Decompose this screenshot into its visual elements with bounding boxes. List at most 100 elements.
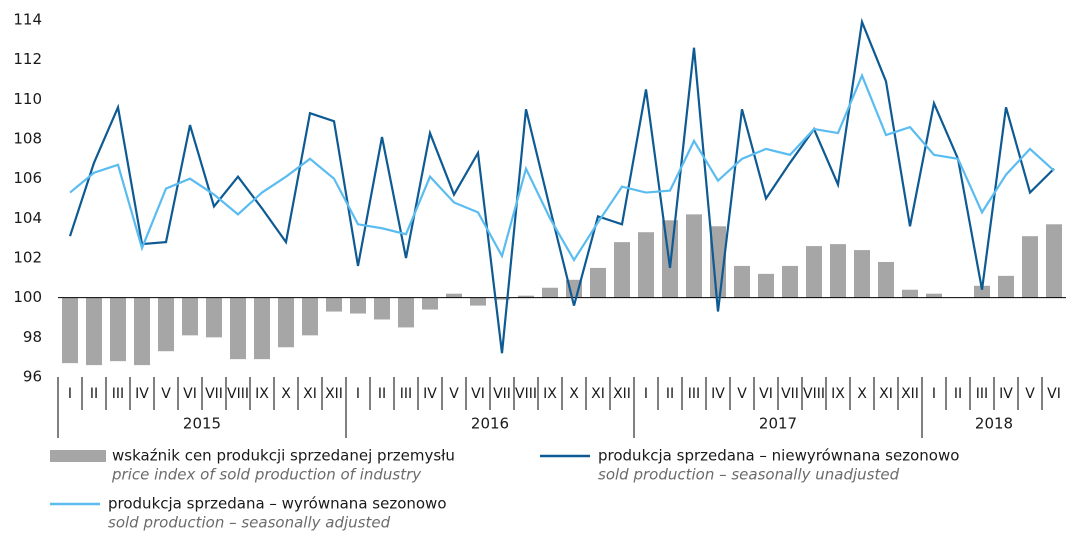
x-tick-label: IX bbox=[543, 386, 557, 402]
bar bbox=[422, 297, 438, 310]
bar bbox=[686, 214, 702, 298]
x-tick-label: VI bbox=[471, 386, 485, 402]
x-tick-label: III bbox=[400, 386, 412, 402]
y-tick-label: 104 bbox=[13, 209, 42, 227]
legend-label-en: sold production – seasonally adjusted bbox=[108, 514, 391, 532]
bar bbox=[518, 295, 534, 298]
x-tick-label: I bbox=[68, 386, 72, 402]
x-tick-label: VI bbox=[759, 386, 773, 402]
x-tick-label: V bbox=[449, 386, 459, 402]
y-tick-label: 108 bbox=[13, 130, 42, 148]
bar bbox=[638, 232, 654, 298]
year-label: 2015 bbox=[183, 415, 221, 433]
x-tick-label: III bbox=[112, 386, 124, 402]
bar bbox=[494, 297, 510, 300]
x-tick-label: VIII bbox=[515, 386, 537, 402]
y-tick-label: 112 bbox=[13, 50, 42, 68]
bar bbox=[230, 297, 246, 360]
x-tick-label: II bbox=[954, 386, 962, 402]
x-tick-label: III bbox=[688, 386, 700, 402]
bar bbox=[470, 297, 486, 306]
line-series bbox=[69, 72, 1055, 263]
bar bbox=[182, 297, 198, 336]
x-tick-label: X bbox=[857, 386, 867, 402]
x-tick-label: VII bbox=[205, 386, 223, 402]
bar bbox=[614, 242, 630, 298]
bar bbox=[854, 250, 870, 298]
bar bbox=[134, 297, 150, 366]
bar bbox=[302, 297, 318, 336]
y-tick-label: 114 bbox=[13, 11, 42, 29]
bar bbox=[758, 273, 774, 298]
x-tick-label: VI bbox=[1047, 386, 1061, 402]
legend-label: produkcja sprzedana – niewyrównana sezon… bbox=[598, 447, 959, 465]
x-tick-label: IV bbox=[135, 386, 149, 402]
x-tick-label: XII bbox=[613, 386, 631, 402]
legend-swatch bbox=[50, 450, 106, 462]
legend-label: produkcja sprzedana – wyrównana sezonowo bbox=[108, 495, 447, 513]
x-tick-label: I bbox=[356, 386, 360, 402]
y-tick-label: 106 bbox=[13, 169, 42, 187]
legend-label: wskaźnik cen produkcji sprzedanej przemy… bbox=[112, 447, 455, 465]
x-tick-label: XI bbox=[591, 386, 605, 402]
bar bbox=[158, 297, 174, 352]
bar bbox=[782, 265, 798, 298]
x-tick-label: IV bbox=[423, 386, 437, 402]
x-tick-label: III bbox=[976, 386, 988, 402]
bar bbox=[1046, 224, 1062, 298]
bar bbox=[254, 297, 270, 360]
bar bbox=[998, 275, 1014, 298]
legend-label-en: sold production – seasonally unadjusted bbox=[598, 466, 900, 484]
year-label: 2017 bbox=[759, 415, 797, 433]
bar bbox=[110, 297, 126, 362]
y-tick-label: 110 bbox=[13, 90, 42, 108]
x-tick-label: V bbox=[161, 386, 171, 402]
bar bbox=[590, 267, 606, 298]
bar bbox=[878, 261, 894, 298]
x-tick-label: VIII bbox=[803, 386, 825, 402]
bar bbox=[326, 297, 342, 312]
year-label: 2016 bbox=[471, 415, 509, 433]
bar bbox=[374, 297, 390, 320]
x-tick-label: X bbox=[569, 386, 579, 402]
bar bbox=[974, 285, 990, 298]
bar bbox=[1022, 236, 1038, 298]
bar bbox=[830, 244, 846, 298]
x-tick-label: II bbox=[90, 386, 98, 402]
x-tick-label: VII bbox=[493, 386, 511, 402]
year-label: 2018 bbox=[975, 415, 1013, 433]
x-tick-label: I bbox=[644, 386, 648, 402]
x-tick-label: II bbox=[666, 386, 674, 402]
y-tick-label: 100 bbox=[13, 288, 42, 306]
x-tick-label: V bbox=[737, 386, 747, 402]
bar bbox=[62, 297, 78, 364]
x-tick-label: XII bbox=[325, 386, 343, 402]
bar bbox=[86, 297, 102, 366]
bar bbox=[806, 246, 822, 298]
x-tick-label: XI bbox=[879, 386, 893, 402]
x-tick-label: XII bbox=[901, 386, 919, 402]
y-tick-label: 96 bbox=[23, 368, 42, 386]
bar bbox=[206, 297, 222, 338]
y-tick-label: 98 bbox=[23, 328, 42, 346]
bar bbox=[734, 265, 750, 298]
bar bbox=[902, 289, 918, 298]
x-tick-label: VIII bbox=[227, 386, 249, 402]
x-tick-label: VII bbox=[781, 386, 799, 402]
x-tick-label: IV bbox=[711, 386, 725, 402]
line-series bbox=[68, 17, 1055, 354]
x-tick-label: XI bbox=[303, 386, 317, 402]
x-tick-label: IX bbox=[255, 386, 269, 402]
x-tick-label: II bbox=[378, 386, 386, 402]
y-tick-label: 102 bbox=[13, 249, 42, 267]
x-tick-label: IV bbox=[999, 386, 1013, 402]
bar bbox=[398, 297, 414, 328]
legend-label-en: price index of sold production of indust… bbox=[111, 466, 422, 484]
x-tick-label: IX bbox=[831, 386, 845, 402]
bar bbox=[926, 293, 942, 298]
bar bbox=[278, 297, 294, 348]
x-tick-label: I bbox=[932, 386, 936, 402]
x-tick-label: V bbox=[1025, 386, 1035, 402]
bar bbox=[350, 297, 366, 314]
